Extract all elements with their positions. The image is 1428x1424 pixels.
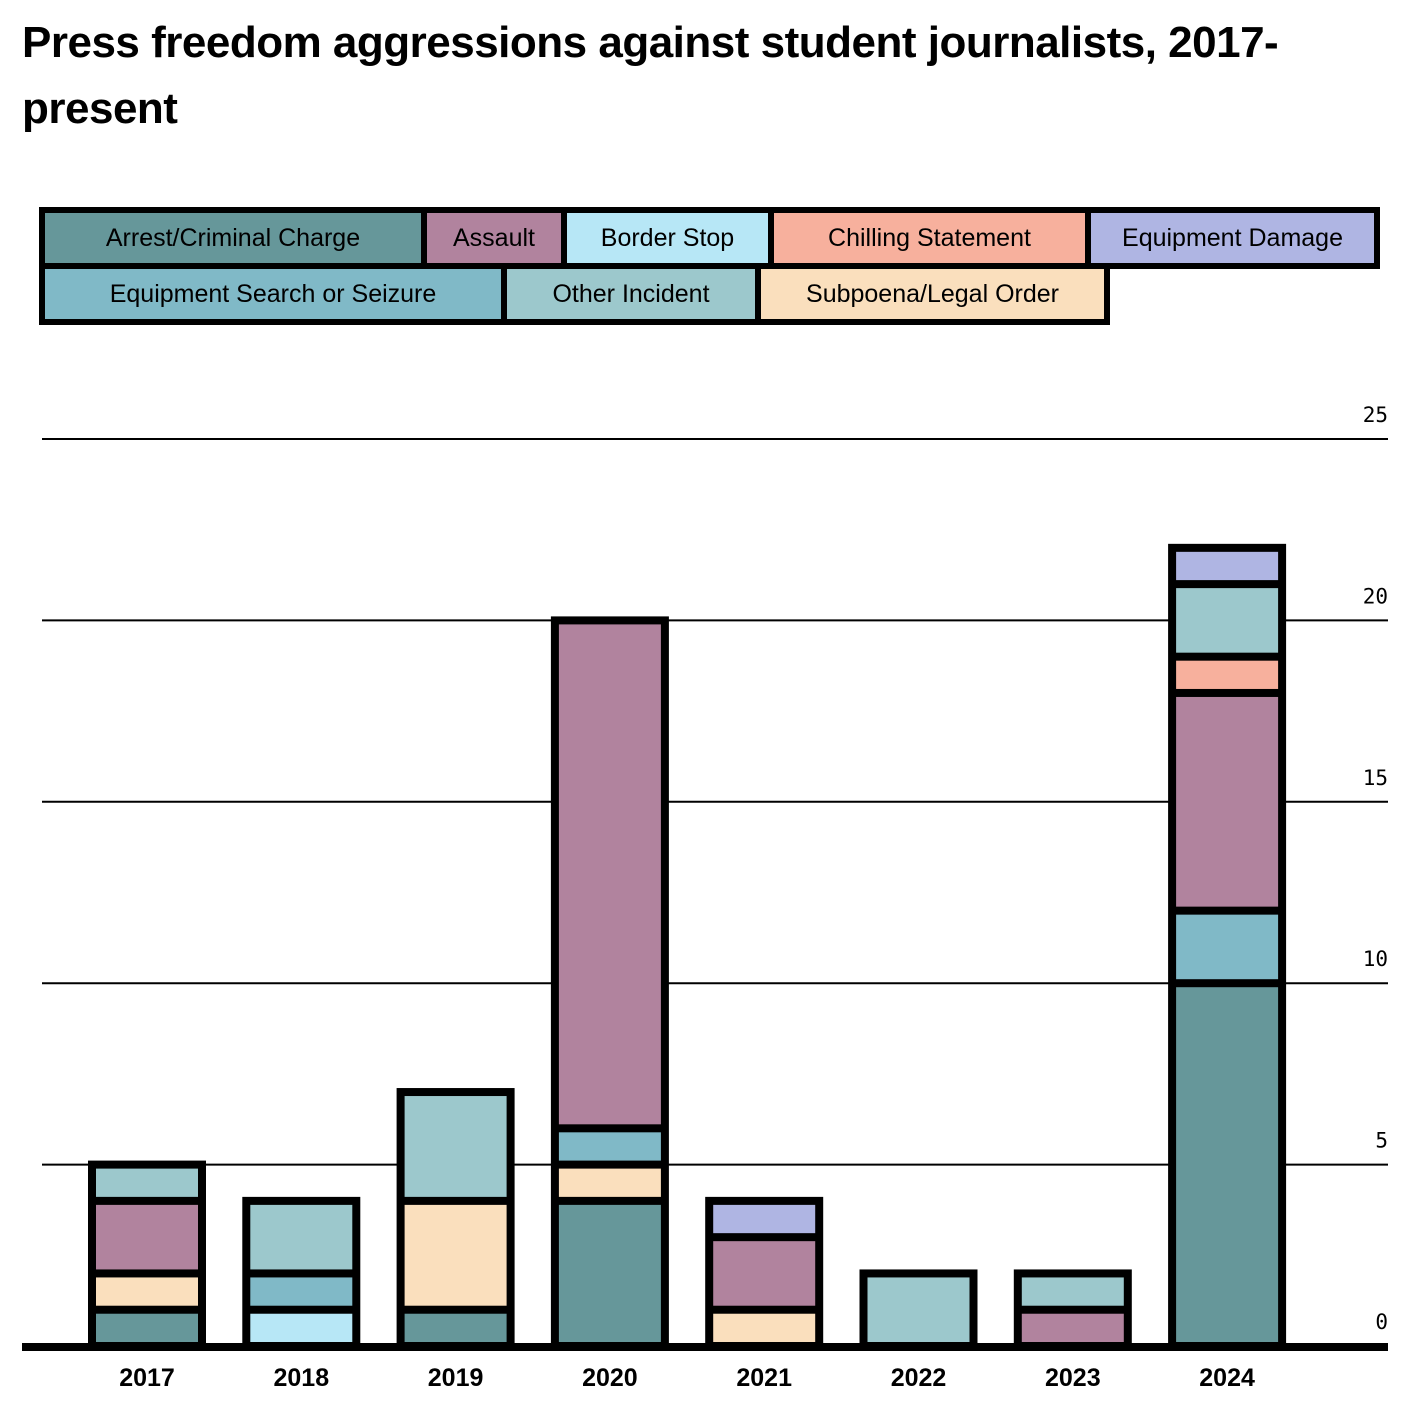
- y-tick-label-25: 25: [1363, 403, 1388, 427]
- y-tick-label-10: 10: [1363, 947, 1388, 971]
- x-tick-label-2020: 2020: [582, 1364, 638, 1392]
- legend-item-equipment-damage: Equipment Damage: [1085, 207, 1380, 269]
- chart-title: Press freedom aggressions against studen…: [22, 18, 1279, 133]
- legend-row-2: Equipment Search or Seizure Other Incide…: [39, 263, 1384, 325]
- legend-item-other-incident: Other Incident: [501, 263, 761, 325]
- bar-separator-2018-2: [246, 1269, 357, 1278]
- legend-item-assault: Assault: [421, 207, 567, 269]
- x-tick-label-2023: 2023: [1045, 1364, 1101, 1392]
- bar-separator-2024-4: [1172, 652, 1283, 661]
- x-axis-baseline: [22, 1343, 1388, 1351]
- bar-separator-2024-3: [1172, 688, 1283, 697]
- y-tick-label-20: 20: [1363, 584, 1388, 608]
- bar-separator-2021-1: [709, 1305, 820, 1314]
- bar-segment-2024-other-incident: [1172, 584, 1283, 657]
- x-tick-label-2019: 2019: [428, 1364, 484, 1392]
- bar-separator-2017-3: [92, 1196, 202, 1205]
- x-tick-label-2022: 2022: [891, 1364, 947, 1392]
- bar-2022: [859, 1269, 978, 1350]
- bar-separator-2021-2: [709, 1233, 820, 1242]
- bar-segment-2020-subpoena-legal-order: [554, 1164, 665, 1201]
- bar-separator-2019-2: [400, 1196, 511, 1205]
- bar-segment-2024-assault: [1172, 692, 1283, 911]
- bar-separator-2019-1: [400, 1305, 511, 1314]
- bar-segment-2017-assault: [92, 1200, 202, 1274]
- y-tick-label-0: 0: [1375, 1310, 1388, 1334]
- legend: Arrest/Criminal Charge Assault Border St…: [39, 207, 1384, 325]
- bar-2024: [1168, 543, 1287, 1350]
- bar-segment-2018-equipment-search-or-seizure: [246, 1273, 357, 1310]
- bar-segment-2018-other-incident: [246, 1200, 357, 1274]
- bar-separator-2017-2: [92, 1269, 202, 1278]
- bar-segment-2024-chilling-statement: [1172, 656, 1283, 693]
- bar-separator-2020-1: [554, 1196, 665, 1205]
- bar-segment-2020-assault: [554, 620, 665, 1129]
- bar-segment-2017-other-incident: [92, 1164, 202, 1201]
- x-tick-label-2021: 2021: [736, 1364, 792, 1392]
- bar-separator-2020-3: [554, 1124, 665, 1133]
- bar-segment-2021-subpoena-legal-order: [709, 1309, 820, 1346]
- bar-segment-2023-other-incident: [1017, 1273, 1128, 1310]
- bar-segment-2020-arrest-criminal-charge: [554, 1200, 665, 1346]
- bar-segment-2020-equipment-search-or-seizure: [554, 1128, 665, 1165]
- bar-2019: [396, 1088, 515, 1351]
- bar-2018: [242, 1196, 361, 1350]
- bar-segment-2021-assault: [709, 1237, 820, 1310]
- legend-item-chilling-statement: Chilling Statement: [768, 207, 1091, 269]
- bar-2023: [1013, 1269, 1132, 1350]
- bar-segment-2022-other-incident: [863, 1273, 974, 1346]
- legend-item-subpoena-legal-order: Subpoena/Legal Order: [755, 263, 1110, 325]
- bar-segment-2024-arrest-criminal-charge: [1172, 983, 1283, 1346]
- bar-segment-2021-equipment-damage: [709, 1200, 820, 1238]
- x-tick-label-2018: 2018: [273, 1364, 329, 1392]
- legend-item-equipment-search-or-seizure: Equipment Search or Seizure: [39, 263, 507, 325]
- bar-segment-2017-subpoena-legal-order: [92, 1273, 202, 1310]
- bar-separator-2017-1: [92, 1305, 202, 1314]
- bar-separator-2018-1: [246, 1305, 357, 1314]
- bar-segment-2019-subpoena-legal-order: [400, 1200, 511, 1310]
- bar-separator-2024-2: [1172, 906, 1283, 915]
- bar-segment-2018-border-stop: [246, 1309, 357, 1346]
- bar-segment-2024-equipment-damage: [1172, 547, 1283, 585]
- bar-2020: [550, 616, 669, 1350]
- bar-2021: [705, 1196, 824, 1350]
- x-tick-label-2024: 2024: [1199, 1364, 1255, 1392]
- bar-segment-2023-assault: [1017, 1309, 1128, 1346]
- bar-segment-2019-arrest-criminal-charge: [400, 1309, 511, 1346]
- bar-segment-2019-other-incident: [400, 1092, 511, 1201]
- bar-2017: [88, 1160, 206, 1350]
- bar-separator-2020-2: [554, 1160, 665, 1169]
- bar-segment-2024-equipment-search-or-seizure: [1172, 910, 1283, 984]
- bar-segment-2017-arrest-criminal-charge: [92, 1309, 202, 1346]
- y-tick-label-15: 15: [1363, 766, 1388, 790]
- x-tick-label-2017: 2017: [119, 1364, 175, 1392]
- bar-separator-2024-5: [1172, 580, 1283, 589]
- y-tick-label-5: 5: [1375, 1129, 1388, 1153]
- bar-separator-2024-1: [1172, 979, 1283, 988]
- bar-separator-2023-1: [1017, 1305, 1128, 1314]
